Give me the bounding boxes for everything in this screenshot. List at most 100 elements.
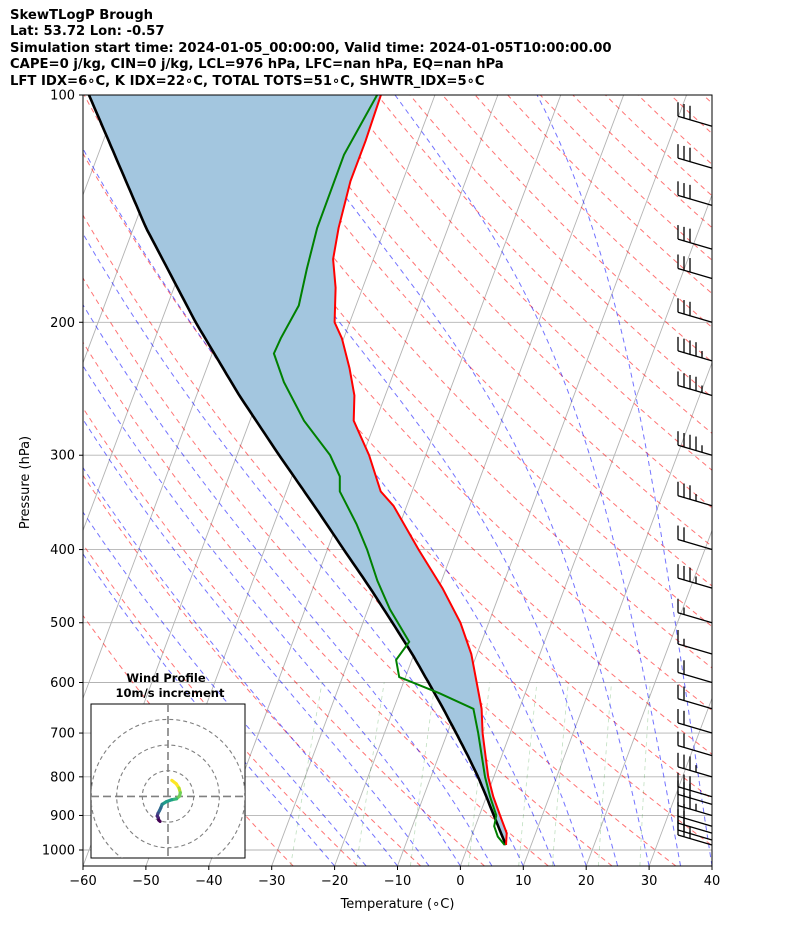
isotherm xyxy=(522,361,712,866)
wind-barb xyxy=(677,225,713,250)
wind-barb xyxy=(677,772,713,798)
x-tick-label: −10 xyxy=(384,874,411,889)
hodograph-segment xyxy=(157,818,162,823)
wind-barb xyxy=(677,525,713,551)
x-tick-label: 40 xyxy=(704,874,721,889)
x-tick-label: −20 xyxy=(321,874,348,889)
profiles xyxy=(87,95,508,846)
wind-barb xyxy=(677,371,713,397)
wind-barb xyxy=(677,629,713,655)
mixing-ratio-line xyxy=(355,682,385,866)
barb-staff xyxy=(677,157,713,169)
mixing-ratio-line xyxy=(410,682,436,866)
location-line: Lat: 53.72 Lon: -0.57 xyxy=(10,24,165,40)
x-tick-label: −60 xyxy=(69,874,96,889)
dry-adiabat xyxy=(83,341,549,866)
wind-barb xyxy=(677,684,713,710)
barb-staff xyxy=(677,194,713,206)
barb-staff xyxy=(677,643,713,655)
wind-barb xyxy=(677,481,713,507)
barb-staff xyxy=(677,311,713,323)
hodograph-title: Wind Profile xyxy=(126,671,206,685)
x-axis-title: Temperature (∘C) xyxy=(340,897,455,912)
mixing-ratio-line xyxy=(598,682,612,866)
y-tick-label: 1000 xyxy=(42,844,75,859)
chart-title: SkewTLogP Brough xyxy=(10,8,154,23)
cape-shade-area xyxy=(89,95,507,845)
barb-staff xyxy=(677,745,713,757)
dry-adiabat xyxy=(148,95,712,712)
isotherm xyxy=(334,95,625,866)
dry-adiabat xyxy=(605,95,712,197)
isotherm xyxy=(397,95,687,866)
plot-area: −60 −50 −40 −30 −20 −10 0 10 20 30 40 1000 900 800 700… xyxy=(18,89,720,913)
x-tick-label: −40 xyxy=(195,874,222,889)
temperature-line xyxy=(332,95,508,846)
moist-adiabat xyxy=(83,364,461,866)
wind-barb xyxy=(677,298,713,323)
wind-barbs xyxy=(677,102,713,846)
dry-adiabat xyxy=(702,95,712,104)
wind-barb xyxy=(677,254,713,280)
parcel-profile-line xyxy=(87,95,508,846)
moist-adiabat xyxy=(536,95,712,866)
dry-adiabat xyxy=(442,95,712,363)
x-tick-label: −30 xyxy=(258,874,285,889)
dry-adiabat xyxy=(279,95,712,548)
barb-staff xyxy=(677,834,713,846)
moist-adiabat xyxy=(271,95,650,866)
dry-adiabat xyxy=(474,95,712,328)
y-tick-label: 500 xyxy=(50,616,75,631)
x-tick-label: −50 xyxy=(132,874,159,889)
cape-line: CAPE=0 j/kg, CIN=0 j/kg, LCL=976 hPa, LF… xyxy=(10,57,504,73)
wind-barb xyxy=(677,181,713,206)
hodograph-subtitle: 10m/s increment xyxy=(116,686,225,700)
y-axis-title: Pressure (hPa) xyxy=(18,436,33,529)
mixing-ratio-line xyxy=(468,682,491,866)
dry-adiabat xyxy=(83,152,712,847)
mixing-ratio-line xyxy=(551,682,569,866)
x-tick-label: 10 xyxy=(515,874,532,889)
barb-staff xyxy=(677,698,713,710)
isotherm xyxy=(711,864,712,866)
barb-staff xyxy=(677,804,713,817)
barb-staff xyxy=(677,612,713,624)
dry-adiabat xyxy=(344,95,712,471)
dry-adiabat xyxy=(539,95,712,261)
y-tick-label: 700 xyxy=(50,727,75,742)
barb-staff xyxy=(677,577,713,589)
time-line: Simulation start time: 2024-01-05_00:00:… xyxy=(10,40,612,56)
x-tick-label: 30 xyxy=(641,874,658,889)
moist-adiabat xyxy=(394,95,681,866)
wind-barb xyxy=(677,658,713,684)
mixing-ratio-line xyxy=(290,682,323,866)
wind-barb xyxy=(677,731,713,757)
hodograph-rings xyxy=(91,704,245,858)
dewpoint-line xyxy=(272,95,506,846)
dry-adiabat xyxy=(116,95,712,755)
moist-adiabat xyxy=(179,95,619,866)
mixing-ratio-lines xyxy=(290,682,651,866)
wind-barb xyxy=(677,102,713,127)
y-tick-label: 400 xyxy=(50,543,75,558)
x-tick-label: 20 xyxy=(578,874,595,889)
axes: −60 −50 −40 −30 −20 −10 0 10 20 30 40 1000 900 800 700… xyxy=(18,89,720,913)
isotherm xyxy=(83,95,184,364)
dry-adiabat xyxy=(670,95,712,135)
barb-staff xyxy=(677,267,713,280)
mixing-ratio-line xyxy=(639,682,651,866)
isotherm xyxy=(459,193,712,866)
barb-staff xyxy=(677,350,713,362)
y-tick-label: 100 xyxy=(50,89,75,104)
y-tick-label: 800 xyxy=(50,770,75,785)
dry-adiabat xyxy=(507,95,712,295)
dry-adiabat xyxy=(311,95,712,509)
isotherm xyxy=(585,529,712,866)
wind-barb xyxy=(677,336,713,362)
indices-line: LFT IDX=6∘C, K IDX=22∘C, TOTAL TOTS=51∘C… xyxy=(10,73,485,89)
mixing-ratio-line xyxy=(518,682,538,866)
dry-adiabat xyxy=(83,407,485,866)
isotherm xyxy=(271,95,562,866)
dry-adiabat xyxy=(246,95,712,587)
